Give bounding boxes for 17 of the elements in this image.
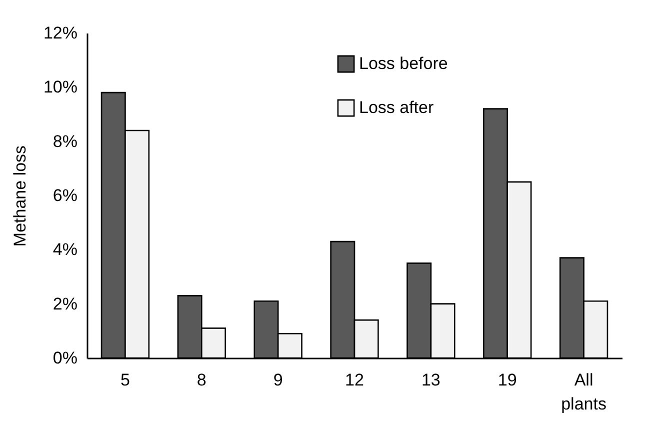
x-tick-label: 19 <box>498 370 517 390</box>
y-tick-label: 12% <box>43 24 78 42</box>
y-tick-label: 2% <box>52 294 78 314</box>
x-tick-label: 9 <box>273 370 283 390</box>
y-tick-label: 4% <box>52 240 78 260</box>
x-tick-label: 12 <box>345 370 364 390</box>
y-tick-label: 6% <box>52 186 78 205</box>
legend-label: Loss before <box>359 54 448 73</box>
y-tick-label: 10% <box>43 78 78 97</box>
x-tick-label: 13 <box>421 370 440 390</box>
legend-label: Loss after <box>359 98 434 117</box>
x-tick-label: 8 <box>196 370 206 390</box>
x-tick-label: All plants <box>561 370 606 414</box>
y-tick-label: 0% <box>52 348 78 368</box>
y-tick-label: 8% <box>52 132 78 151</box>
x-tick-label: 5 <box>120 370 130 390</box>
y-axis-title: Methane loss <box>10 145 30 247</box>
